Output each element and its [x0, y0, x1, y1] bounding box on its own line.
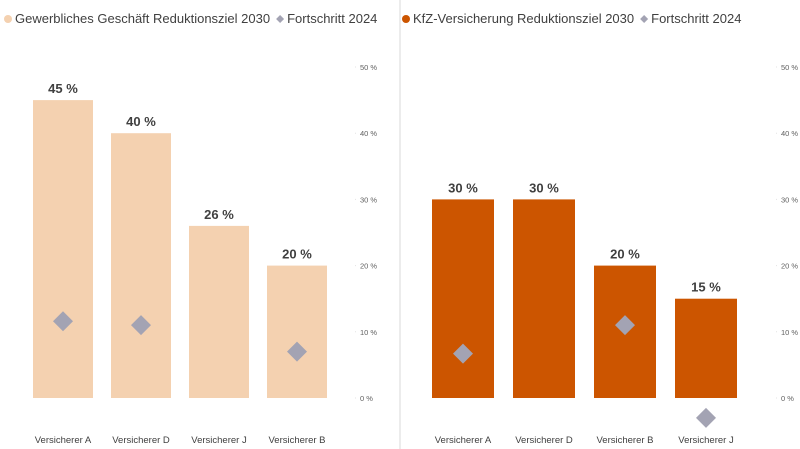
data-label: 20 %	[610, 247, 640, 262]
legend-label-diamond[interactable]: Fortschritt 2024	[651, 11, 741, 26]
progress-marker-1[interactable]	[453, 343, 473, 364]
category-label: Versicherer B	[596, 435, 653, 446]
legend-swatch-bar	[402, 15, 410, 23]
category-label: Versicherer A	[35, 435, 92, 446]
y-tick-label: 0 %	[360, 394, 373, 403]
legend: KfZ-Versicherung Reduktionsziel 2030 Fort…	[402, 11, 741, 26]
bar-4[interactable]	[267, 265, 327, 398]
category-label: Versicherer J	[191, 435, 247, 446]
legend-label-diamond[interactable]: Fortschritt 2024	[287, 11, 377, 26]
data-label: 26 %	[204, 207, 234, 222]
y-tick-label: 20 %	[781, 262, 798, 271]
progress-marker-4[interactable]	[696, 407, 716, 428]
category-label: Versicherer B	[268, 435, 325, 446]
y-tick-label: 30 %	[360, 195, 377, 204]
data-label: 40 %	[126, 114, 156, 129]
category-label: Versicherer J	[678, 435, 734, 446]
category-label: Versicherer D	[515, 435, 573, 446]
data-label: 30 %	[529, 180, 559, 195]
y-tick-label: 30 %	[781, 195, 798, 204]
bar-4[interactable]	[675, 298, 737, 398]
data-label: 20 %	[282, 247, 312, 262]
y-axis: 0 % 10 % 20 % 30 % 40 % 50 %	[776, 63, 798, 403]
category-label: Versicherer A	[435, 435, 492, 446]
y-tick-label: 40 %	[781, 129, 798, 138]
y-tick-label: 10 %	[781, 328, 798, 337]
bar-1[interactable]	[432, 199, 494, 398]
data-label: 45 %	[48, 81, 78, 96]
bar-2[interactable]	[513, 199, 575, 398]
y-tick-label: 50 %	[781, 63, 798, 72]
y-axis: 0 % 10 % 20 % 30 % 40 % 50 %	[355, 63, 377, 403]
progress-marker-3[interactable]	[615, 315, 635, 336]
legend-swatch-bar	[4, 15, 12, 23]
bar-1[interactable]	[33, 100, 93, 398]
legend-label-bar[interactable]: Gewerbliches Geschäft Reduktionsziel 203…	[15, 11, 270, 26]
progress-marker-1[interactable]	[53, 311, 73, 332]
bar-3[interactable]	[189, 225, 249, 398]
y-tick-label: 20 %	[360, 262, 377, 271]
chart-panel-2: KfZ-Versicherung Reduktionsziel 2030 Fort…	[402, 11, 798, 446]
legend-swatch-diamond	[640, 15, 649, 23]
y-tick-label: 40 %	[360, 129, 377, 138]
legend: Gewerbliches Geschäft Reduktionsziel 203…	[4, 11, 377, 26]
data-label: 15 %	[691, 280, 721, 295]
data-label: 30 %	[448, 180, 478, 195]
legend-swatch-diamond	[276, 15, 285, 23]
progress-marker-4[interactable]	[287, 341, 307, 362]
bar-2[interactable]	[111, 133, 171, 398]
y-tick-label: 0 %	[781, 394, 794, 403]
y-tick-label: 10 %	[360, 328, 377, 337]
category-label: Versicherer D	[112, 435, 170, 446]
legend-label-bar[interactable]: KfZ-Versicherung Reduktionsziel 2030	[413, 11, 634, 26]
y-tick-label: 50 %	[360, 63, 377, 72]
chart-panel-1: Gewerbliches Geschäft Reduktionsziel 203…	[4, 11, 377, 446]
progress-marker-2[interactable]	[131, 315, 151, 336]
